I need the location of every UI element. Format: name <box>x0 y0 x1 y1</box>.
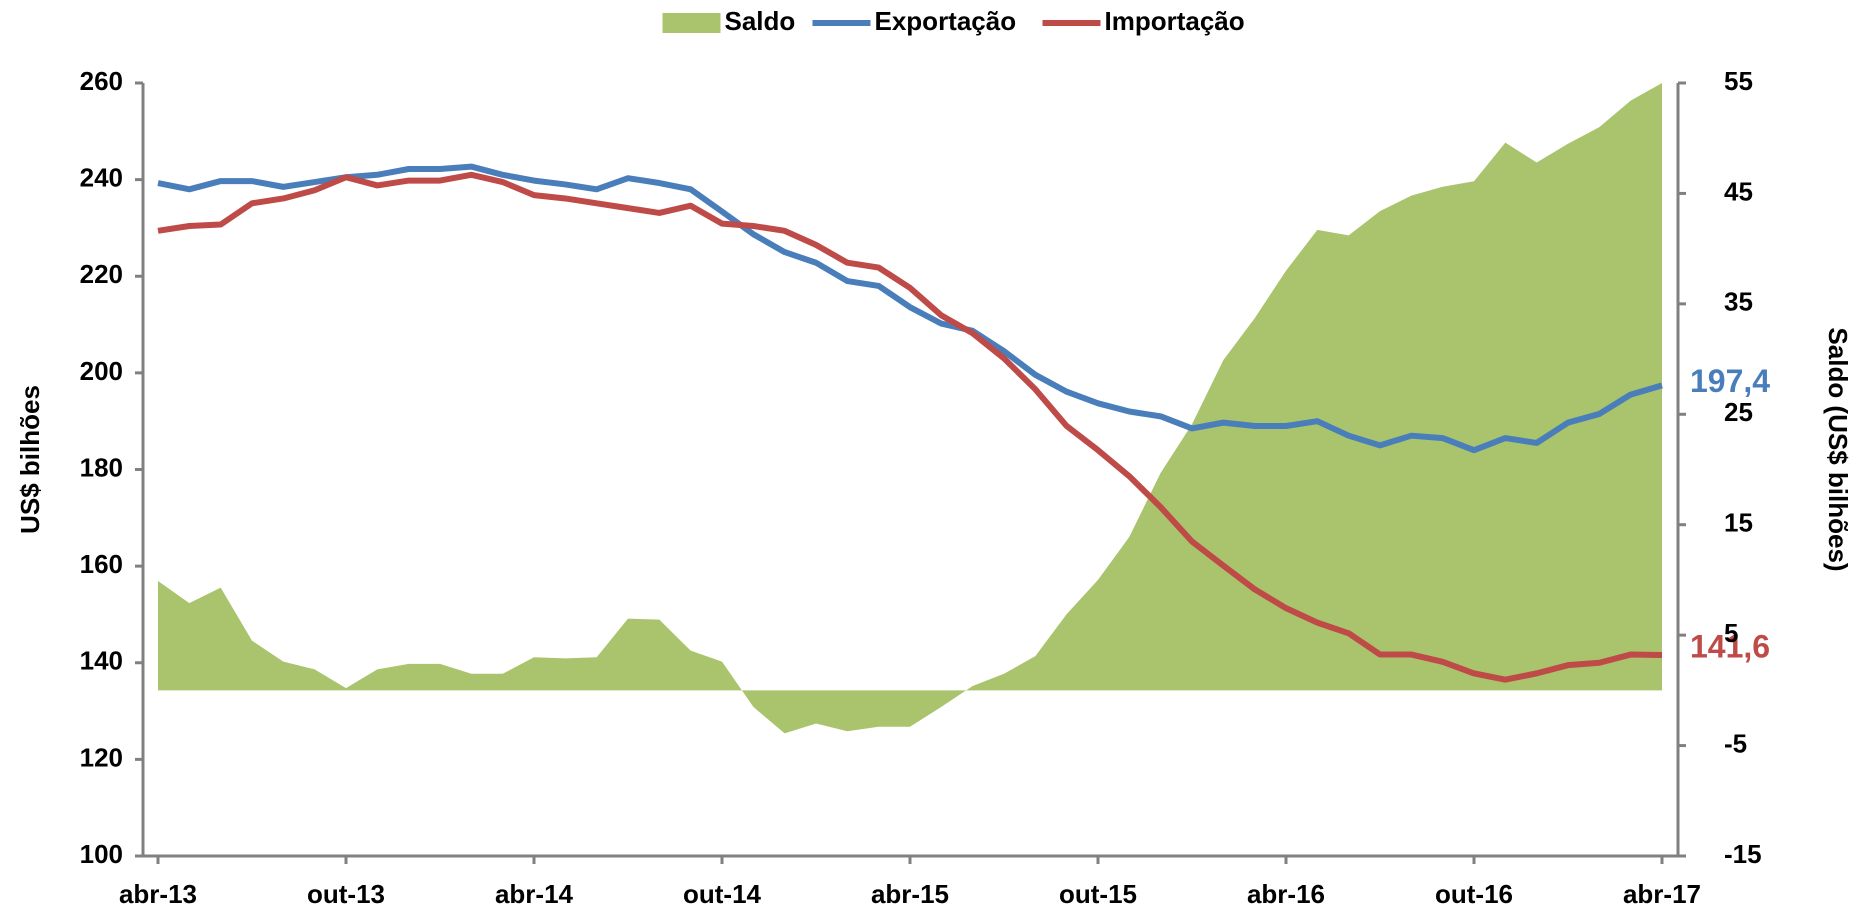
y-tick-label: 200 <box>80 356 123 386</box>
data-label: 141,6 <box>1690 628 1770 664</box>
y-tick-label: 140 <box>80 646 123 676</box>
y2-axis-label: Saldo (US$ bilhões) <box>1823 327 1853 571</box>
y2-tick-label: 5 <box>1724 618 1738 648</box>
area <box>158 83 1662 734</box>
x-tick-label: out-13 <box>307 879 385 907</box>
y-tick-label: 220 <box>80 259 123 289</box>
y-tick-label: 100 <box>80 839 123 869</box>
y2-tick-label: -5 <box>1724 728 1747 758</box>
x-tick-label: abr-17 <box>1623 879 1701 907</box>
y-tick-label: 240 <box>80 163 123 193</box>
legend-label: Importação <box>1105 6 1245 36</box>
y2-tick-label: 25 <box>1724 397 1753 427</box>
y-tick-label: 180 <box>80 452 123 482</box>
x-tick-label: abr-16 <box>1247 879 1325 907</box>
data-label: 197,4 <box>1690 363 1770 399</box>
y-tick-label: 260 <box>80 66 123 96</box>
legend-swatch <box>662 13 721 33</box>
y2-tick-label: 35 <box>1724 287 1753 317</box>
x-tick-label: out-14 <box>683 879 762 907</box>
line <box>157 163 1663 454</box>
x-tick-label: out-15 <box>1059 879 1137 907</box>
x-tick-label: abr-14 <box>495 879 574 907</box>
y2-tick-label: 45 <box>1724 176 1753 206</box>
y2-tick-label: -15 <box>1724 839 1762 869</box>
line <box>157 171 1663 683</box>
y-axis-label: US$ bilhões <box>15 385 45 534</box>
legend: Saldo Exportação Importação <box>662 6 1245 36</box>
y2-tick-label: 55 <box>1724 66 1753 96</box>
x-tick-label: out-16 <box>1435 879 1513 907</box>
y-tick-label: 160 <box>80 549 123 579</box>
y2-tick-label: 15 <box>1724 508 1753 538</box>
x-tick-label: abr-13 <box>119 879 197 907</box>
x-tick-label: abr-15 <box>871 879 949 907</box>
legend-label: Exportação <box>875 6 1017 36</box>
legend-label: Saldo <box>725 6 796 36</box>
y-tick-label: 120 <box>80 742 123 772</box>
